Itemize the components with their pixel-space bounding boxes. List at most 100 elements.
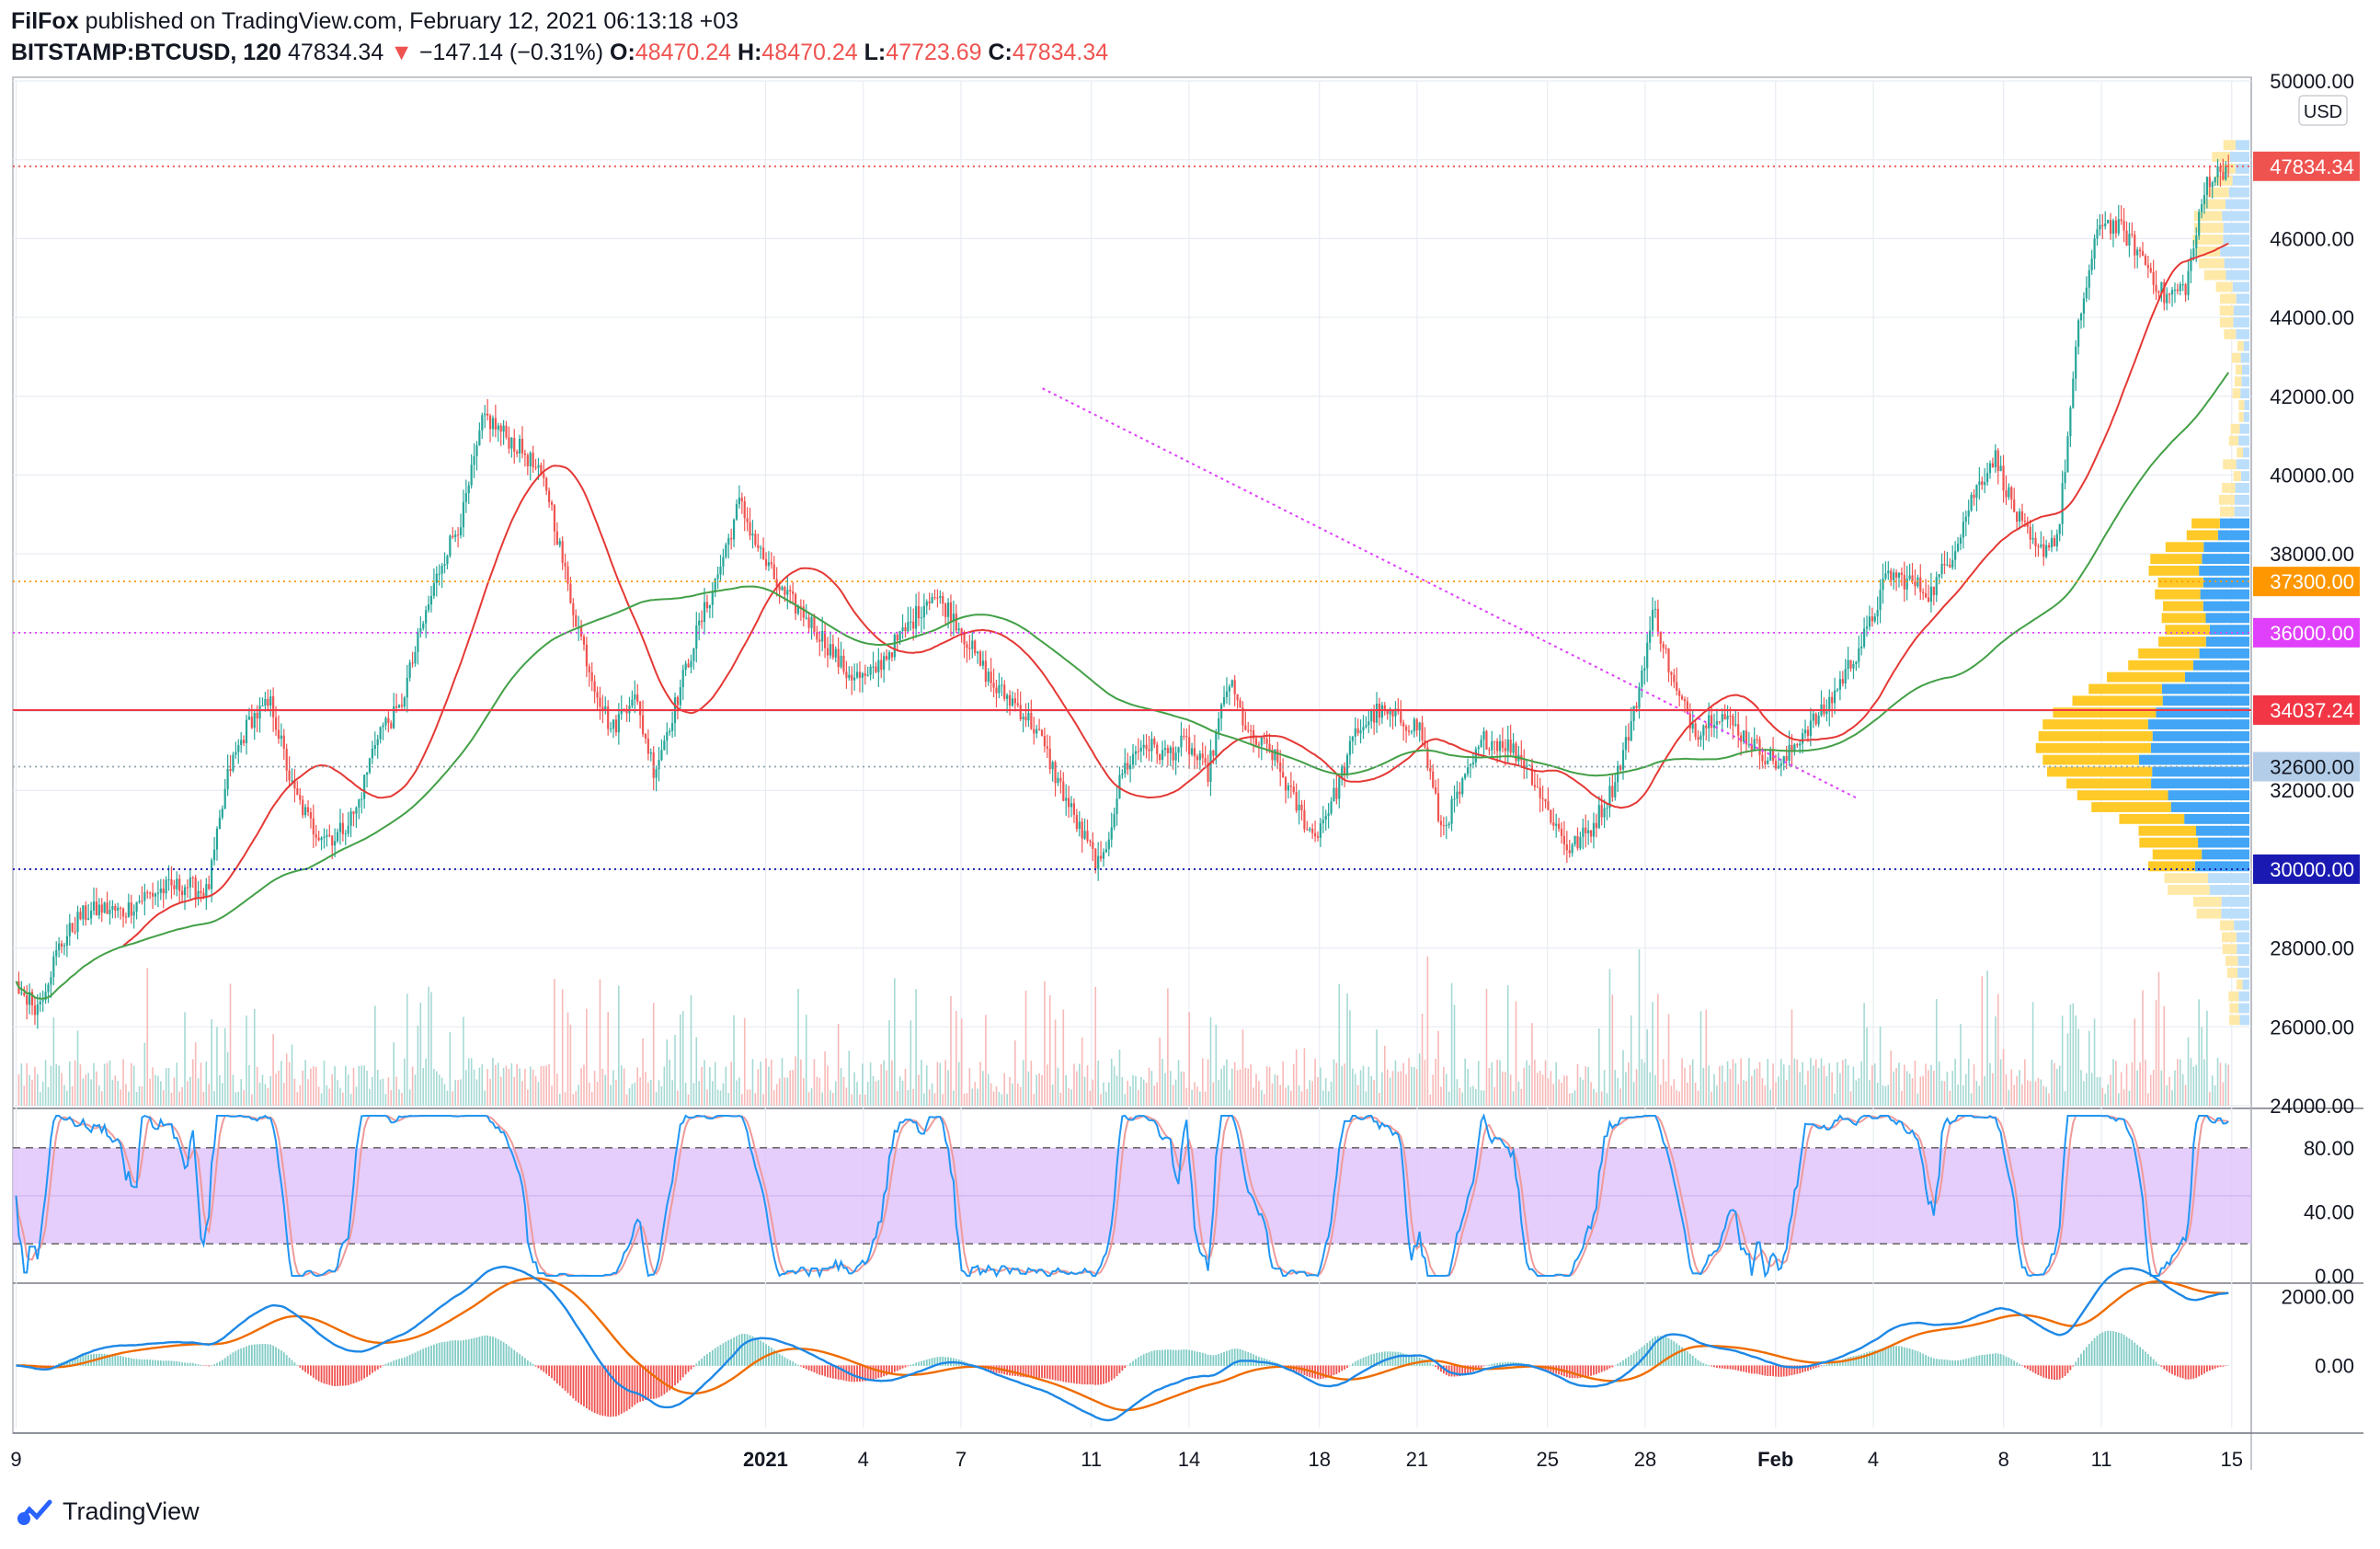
volume-bar — [851, 1094, 853, 1106]
candle-body — [853, 677, 856, 681]
volume-profile-down-bar — [2066, 778, 2152, 789]
macd-histogram-bar — [2055, 1365, 2058, 1381]
candle-body — [135, 901, 138, 912]
volume-bar — [178, 1091, 181, 1106]
volume-bar — [2227, 1064, 2229, 1106]
macd-histogram-bar — [1697, 1360, 1699, 1366]
candle-body — [2101, 224, 2104, 226]
candle-body — [194, 878, 197, 899]
volume-profile-down-bar — [2220, 293, 2237, 304]
macd-histogram-bar — [1239, 1348, 1241, 1366]
candle-body — [1383, 705, 1386, 710]
author-name[interactable]: FilFox — [11, 8, 79, 34]
volume-bar — [1782, 1064, 1785, 1106]
macd-histogram-bar — [106, 1354, 109, 1366]
candle-body — [245, 719, 248, 743]
volume-bar — [2040, 1079, 2042, 1106]
volume-bar — [1628, 1061, 1630, 1106]
macd-histogram-bar — [1729, 1365, 1732, 1370]
volume-bar — [1244, 1067, 1247, 1106]
tradingview-footer[interactable]: TradingView — [15, 1497, 200, 1526]
symbol-name[interactable]: BITSTAMP:BTCUSD, 120 — [11, 40, 282, 65]
candle-body — [1156, 744, 1159, 754]
candle-body — [1037, 729, 1041, 730]
candle-body — [1153, 739, 1156, 745]
macd-histogram-bar — [1622, 1360, 1624, 1366]
volume-bar — [2013, 1084, 2016, 1106]
volume-bar — [1159, 1037, 1161, 1106]
candle-body — [1386, 709, 1389, 715]
volume-bar — [1488, 1067, 1491, 1106]
candle-body — [441, 566, 443, 574]
candle-body — [41, 1000, 44, 1002]
macd-histogram-bar — [2107, 1330, 2110, 1366]
macd-histogram-bar — [891, 1365, 893, 1374]
volume-bar — [2145, 1060, 2146, 1106]
volume-bar — [1539, 1071, 1541, 1106]
macd-histogram-bar — [1999, 1353, 2002, 1366]
low-value: 47723.69 — [886, 40, 982, 65]
macd-histogram-bar — [1065, 1365, 1068, 1383]
macd-histogram-bar — [1662, 1336, 1665, 1366]
volume-bar — [1753, 1069, 1756, 1106]
macd-histogram-bar — [802, 1365, 805, 1369]
volume-bar — [1445, 1073, 1447, 1106]
macd-histogram-bar — [2152, 1359, 2155, 1366]
macd-histogram-bar — [1587, 1365, 1590, 1377]
volume-bar — [1898, 1062, 1900, 1106]
volume-bar — [154, 1074, 156, 1106]
candle-body — [390, 722, 393, 729]
candle-body — [655, 769, 658, 778]
volume-bar — [866, 1081, 869, 1106]
y-tick-label: 42000.00 — [2270, 385, 2354, 408]
candle-body — [2104, 224, 2107, 226]
macd-histogram-bar — [781, 1355, 784, 1366]
macd-histogram-bar — [2125, 1337, 2128, 1366]
macd-histogram-bar — [1737, 1365, 1740, 1371]
macd-histogram-bar — [652, 1365, 655, 1399]
macd-histogram-bar — [775, 1351, 778, 1366]
candle-body — [2061, 483, 2064, 524]
macd-histogram-bar — [408, 1354, 411, 1366]
volume-bar — [736, 1080, 738, 1106]
candle-body — [890, 652, 894, 658]
macd-histogram-bar — [398, 1359, 400, 1366]
candle-body — [60, 943, 63, 947]
volume-bar — [1981, 976, 1984, 1106]
volume-bar — [1437, 1030, 1439, 1106]
macd-histogram-bar — [1429, 1362, 1432, 1366]
candle-body — [917, 605, 921, 619]
volume-profile-down-bar — [2164, 873, 2208, 884]
macd-histogram-bar — [1863, 1353, 1866, 1366]
volume-bar — [1110, 1059, 1113, 1106]
macd-histogram-bar — [390, 1361, 393, 1366]
macd-histogram-bar — [109, 1354, 111, 1366]
candle-body — [2018, 511, 2021, 522]
candle-body — [864, 673, 866, 676]
candle-body — [486, 413, 489, 416]
candle-body — [1215, 732, 1218, 756]
volume-bar — [564, 1092, 566, 1106]
macd-histogram-bar — [1379, 1352, 1380, 1366]
macd-histogram-bar — [830, 1365, 831, 1378]
macd-histogram-bar — [1137, 1357, 1139, 1366]
candle-body — [521, 439, 524, 453]
macd-histogram-bar — [312, 1365, 315, 1378]
volume-bar — [974, 1082, 976, 1106]
volume-bar — [79, 1064, 82, 1106]
volume-bar — [615, 1079, 617, 1106]
volume-bar — [1911, 1078, 1914, 1106]
macd-histogram-bar — [1019, 1365, 1022, 1377]
candle-body — [111, 905, 114, 910]
candle-body — [1903, 574, 1905, 590]
candle-body — [382, 725, 384, 728]
volume-bar — [1421, 1013, 1424, 1106]
macd-histogram-bar — [596, 1365, 599, 1415]
candle-body — [1348, 740, 1352, 755]
macd-histogram-bar — [1226, 1350, 1228, 1366]
macd-histogram-bar — [1917, 1350, 1919, 1366]
candle-body — [247, 717, 251, 720]
candle-body — [1338, 777, 1341, 799]
candle-body — [36, 1004, 39, 1015]
